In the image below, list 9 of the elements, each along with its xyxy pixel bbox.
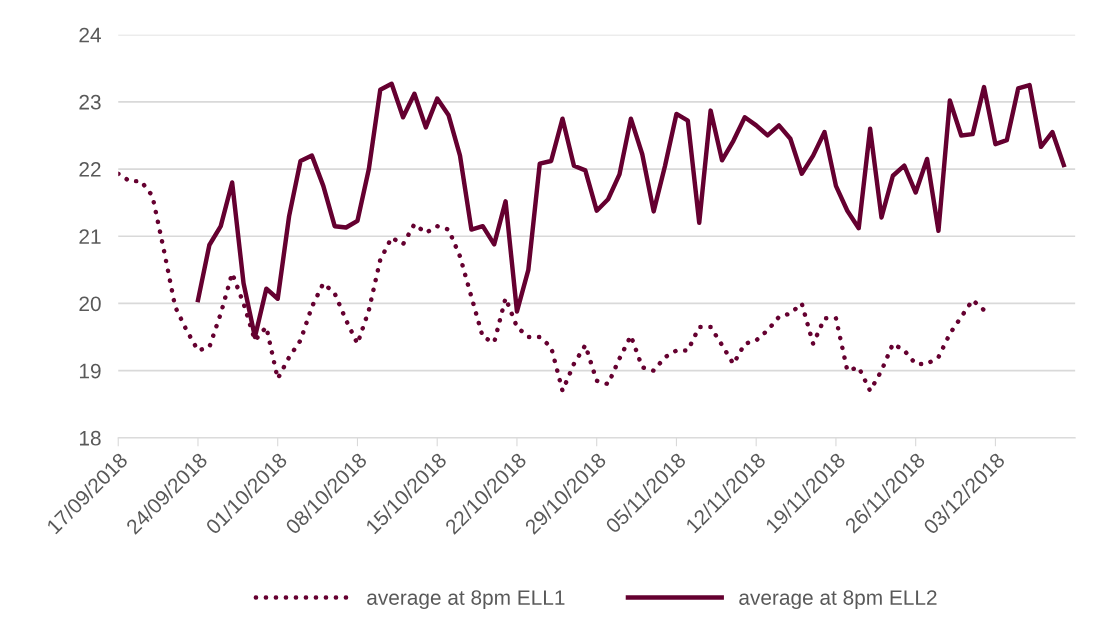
- y-tick-label: 23: [79, 94, 101, 110]
- legend-label: average at 8pm ELL2: [739, 590, 937, 610]
- y-tick-label: 18: [79, 430, 101, 446]
- y-tick-label: 19: [79, 363, 101, 379]
- y-tick-label: 21: [79, 229, 101, 244]
- legend-label: average at 8pm ELL1: [367, 590, 565, 610]
- y-tick-label: 22: [79, 162, 101, 177]
- y-tick-label: 24: [79, 27, 101, 43]
- y-tick-label: 20: [79, 296, 101, 312]
